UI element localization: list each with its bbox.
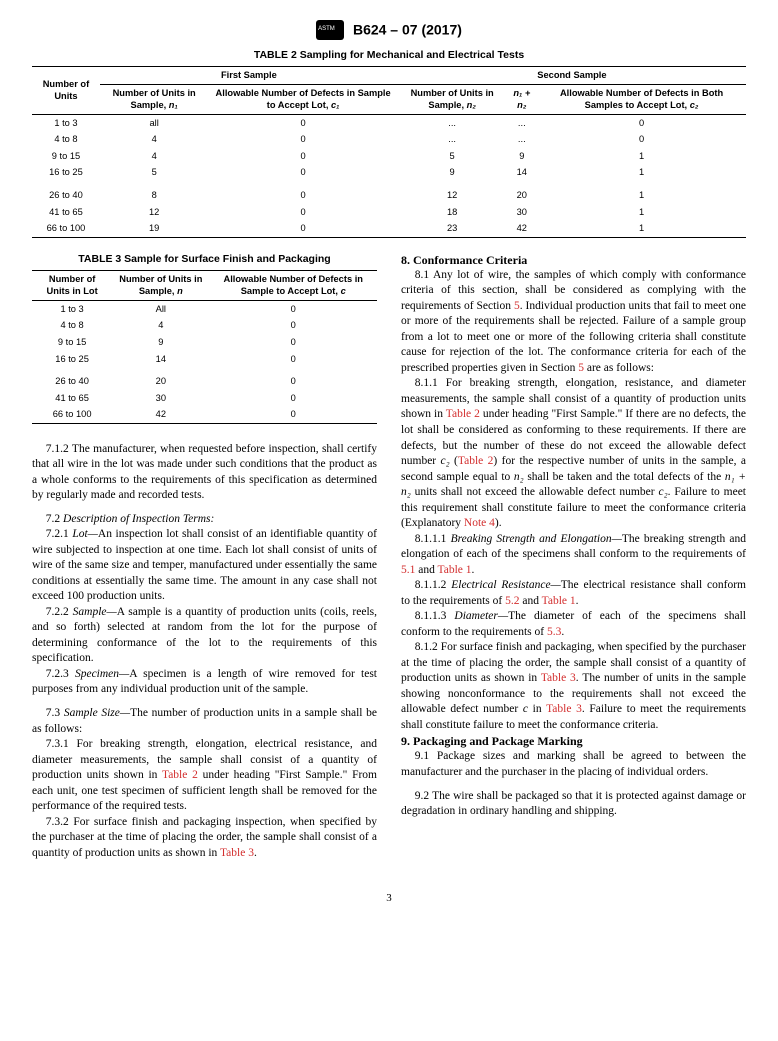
heading-8: 8. Conformance Criteria — [401, 252, 746, 268]
para-8112: 8.1.1.2 Electrical Resistance—The electr… — [401, 578, 746, 609]
table-row: 9 to 1540591 — [32, 148, 746, 165]
link-table1a[interactable]: Table 1 — [438, 564, 472, 576]
link-53[interactable]: 5.3 — [547, 626, 561, 638]
para-712: 7.1.2 The manufacturer, when requested b… — [32, 442, 377, 504]
table-row: 26 to 408012201 — [32, 181, 746, 204]
link-note4[interactable]: Note 4 — [464, 517, 495, 529]
left-body: 7.1.2 The manufacturer, when requested b… — [32, 442, 377, 861]
t2-col-units: Number of Units — [32, 67, 100, 115]
t3-col-n: Number of Units in Sample, n — [112, 270, 209, 300]
para-812: 8.1.2 For surface finish and packaging, … — [401, 640, 746, 733]
astm-logo — [316, 20, 344, 40]
table-row: 41 to 65300 — [32, 390, 377, 407]
link-52[interactable]: 5.2 — [505, 595, 519, 607]
doc-id: B624 – 07 (2017) — [353, 22, 462, 38]
table-row: 16 to 25140 — [32, 351, 377, 368]
t2-col-c1: Allowable Number of Defects in Sample to… — [208, 84, 397, 114]
para-731: 7.3.1 For breaking strength, elongation,… — [32, 737, 377, 815]
t2-col-c2: Allowable Number of Defects in Both Samp… — [537, 84, 746, 114]
table-row: 1 to 3All0 — [32, 300, 377, 317]
link-table3[interactable]: Table 3 — [220, 847, 254, 859]
para-81: 8.1 Any lot of wire, the samples of whic… — [401, 268, 746, 377]
para-723: 7.2.3 Specimen—A specimen is a length of… — [32, 667, 377, 698]
heading-72: 7.2 Description of Inspection Terms: — [32, 512, 377, 528]
para-91: 9.1 Package sizes and marking shall be a… — [401, 749, 746, 780]
link-table3b[interactable]: Table 3 — [546, 703, 582, 715]
t2-col-n2: Number of Units in Sample, n₂ — [398, 84, 507, 114]
table-row: 4 to 840......0 — [32, 131, 746, 148]
page-number: 3 — [32, 891, 746, 906]
t3-col-c: Allowable Number of Defects in Sample to… — [209, 270, 377, 300]
left-column: TABLE 3 Sample for Surface Finish and Pa… — [32, 252, 377, 862]
para-811: 8.1.1 For breaking strength, elongation,… — [401, 376, 746, 531]
two-column-layout: TABLE 3 Sample for Surface Finish and Pa… — [32, 252, 746, 862]
para-73: 7.3 Sample Size—The number of production… — [32, 706, 377, 737]
link-table1b[interactable]: Table 1 — [542, 595, 576, 607]
link-table3a[interactable]: Table 3 — [541, 672, 576, 684]
link-51[interactable]: 5.1 — [401, 564, 415, 576]
heading-9: 9. Packaging and Package Marking — [401, 733, 746, 749]
table3: Number of Units in Lot Number of Units i… — [32, 270, 377, 424]
page-header: B624 – 07 (2017) — [32, 20, 746, 40]
table-row: 4 to 840 — [32, 317, 377, 334]
table-row: 41 to 6512018301 — [32, 204, 746, 221]
table2: Number of Units First Sample Second Samp… — [32, 66, 746, 237]
para-722: 7.2.2 Sample—A sample is a quantity of p… — [32, 605, 377, 667]
table-row: 16 to 25509141 — [32, 164, 746, 181]
link-table2a[interactable]: Table 2 — [446, 408, 480, 420]
link-table2[interactable]: Table 2 — [162, 769, 198, 781]
t2-col-sum: n₁ + n₂ — [506, 84, 537, 114]
t2-col-n1: Number of Units in Sample, n₁ — [100, 84, 209, 114]
para-8111: 8.1.1.1 Breaking Strength and Elongation… — [401, 532, 746, 579]
right-column: 8. Conformance Criteria 8.1 Any lot of w… — [401, 252, 746, 862]
para-732: 7.3.2 For surface finish and packaging i… — [32, 815, 377, 862]
table-row: 9 to 1590 — [32, 334, 377, 351]
table2-title: TABLE 2 Sampling for Mechanical and Elec… — [32, 48, 746, 62]
para-721: 7.2.1 Lot—An inspection lot shall consis… — [32, 527, 377, 605]
t2-group-first: First Sample — [100, 67, 398, 85]
table3-title: TABLE 3 Sample for Surface Finish and Pa… — [32, 252, 377, 266]
para-8113: 8.1.1.3 Diameter—The diameter of each of… — [401, 609, 746, 640]
t2-group-second: Second Sample — [398, 67, 746, 85]
link-table2b[interactable]: Table 2 — [458, 455, 494, 467]
para-92: 9.2 The wire shall be packaged so that i… — [401, 789, 746, 820]
table-row: 66 to 10019023421 — [32, 220, 746, 237]
table-row: 66 to 100420 — [32, 406, 377, 423]
t3-col-lot: Number of Units in Lot — [32, 270, 112, 300]
table-row: 1 to 3all0......0 — [32, 114, 746, 131]
table-row: 26 to 40200 — [32, 367, 377, 390]
